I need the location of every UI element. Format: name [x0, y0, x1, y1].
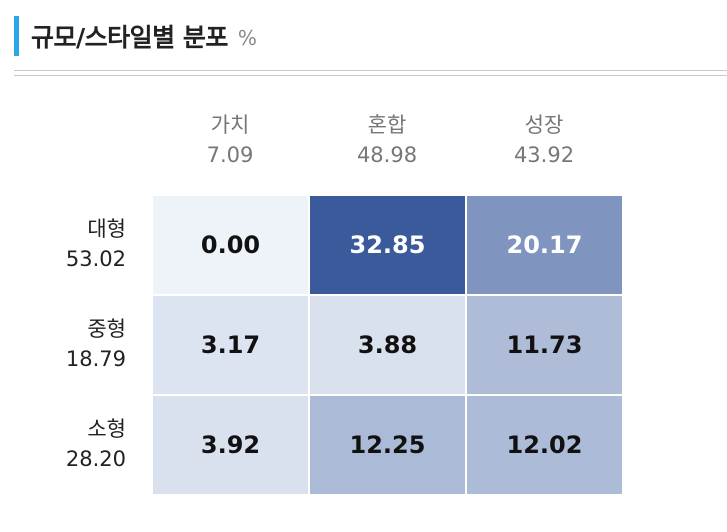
heatmap-cell: 32.85: [310, 196, 465, 294]
heatmap-cell: 0.00: [153, 196, 308, 294]
row-header-2: 중형 18.79: [30, 314, 126, 374]
section-header: 규모/스타일별 분포 %: [14, 14, 257, 58]
heatmap-cell: 3.17: [153, 296, 308, 394]
column-label: 혼합: [367, 113, 407, 137]
row-total: 28.20: [65, 447, 126, 471]
row-header-1: 대형 53.02: [30, 214, 126, 274]
header-divider: [14, 70, 727, 76]
heatmap-cell: 12.25: [310, 396, 465, 494]
section-title: 규모/스타일별 분포: [31, 23, 228, 52]
row-label: 소형: [87, 417, 126, 441]
heatmap-cell: 3.88: [310, 296, 465, 394]
heatmap-cell: 12.02: [467, 396, 622, 494]
heatmap-cell: 3.92: [153, 396, 308, 494]
unit-label: %: [237, 26, 257, 50]
row-label: 대형: [87, 217, 126, 241]
row-total: 53.02: [65, 247, 126, 271]
heatmap-cell: 20.17: [467, 196, 622, 294]
row-total: 18.79: [65, 347, 126, 371]
row-header-3: 소형 28.20: [30, 414, 126, 474]
accent-bar: [14, 16, 19, 56]
column-header-3: 성장 43.92: [466, 110, 622, 170]
column-total: 7.09: [206, 143, 254, 167]
column-label: 가치: [210, 113, 250, 137]
column-total: 48.98: [356, 143, 418, 167]
column-header-2: 혼합 48.98: [309, 110, 465, 170]
heatmap-cell: 11.73: [467, 296, 622, 394]
style-box-grid: 0.00 32.85 20.17 3.17 3.88 11.73 3.92 12.25 12.0…: [152, 195, 628, 499]
column-total: 43.92: [513, 143, 575, 167]
column-label: 성장: [524, 113, 564, 137]
row-label: 중형: [87, 317, 126, 341]
column-header-1: 가치 7.09: [152, 110, 308, 170]
